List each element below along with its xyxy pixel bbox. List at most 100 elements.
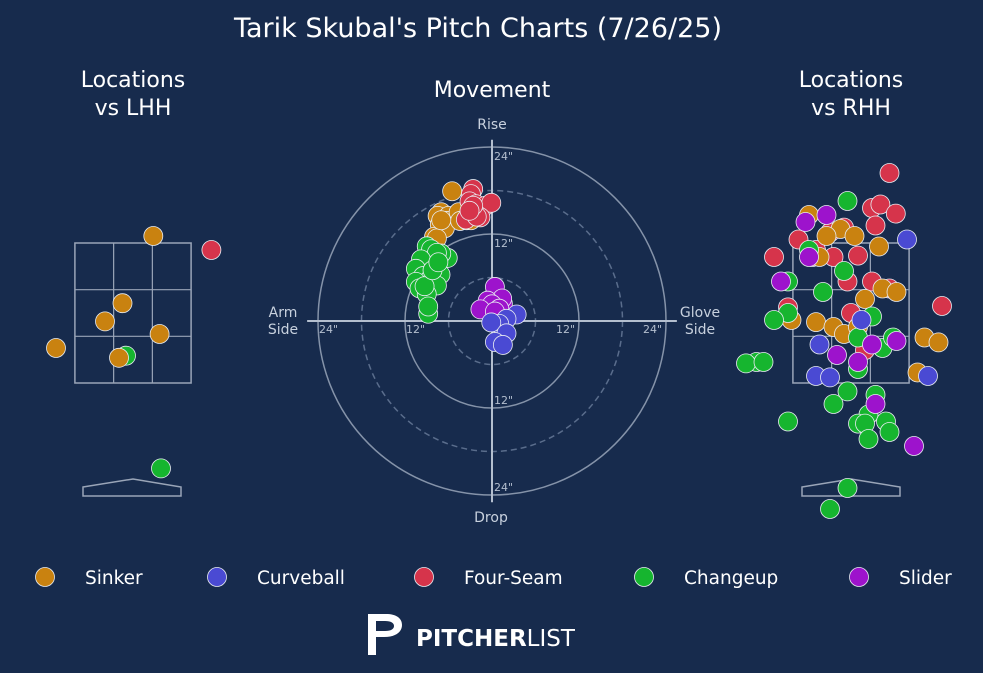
- movement-pitch-points: [405, 179, 527, 355]
- rhh-point-curveball: [918, 366, 938, 386]
- rhh-point-curveball: [820, 367, 840, 388]
- lhh-title-line1: Locations: [81, 68, 186, 93]
- legend-label-changeup: Changeup: [684, 568, 778, 589]
- legend-label-sinker: Sinker: [85, 568, 143, 589]
- rhh-point-slider: [886, 331, 907, 351]
- rhh-point-four-seam: [870, 194, 891, 215]
- lhh-point-sinker: [143, 226, 164, 246]
- rhh-point-slider: [862, 334, 882, 355]
- legend-marker-sinker: [35, 567, 55, 587]
- ring-label-left-12: 12": [406, 323, 425, 336]
- lhh-point-sinker: [112, 293, 133, 314]
- rhh-point-sinker: [928, 332, 949, 353]
- rhh-point-curveball: [809, 334, 830, 355]
- ring-label-down-12: 12": [494, 394, 513, 407]
- rhh-pitch-points: [736, 163, 952, 519]
- rhh-point-four-seam: [848, 245, 868, 266]
- lhh-point-four-seam: [201, 240, 222, 260]
- ring-label-down-24: 24": [494, 481, 513, 494]
- rhh-point-changeup: [813, 282, 833, 302]
- movement-point-curveball: [492, 335, 513, 355]
- lhh-home-plate: [82, 478, 182, 497]
- drop-label: Drop: [474, 510, 508, 526]
- locations-vs-lhh-panel: Locations vs LHH: [46, 68, 222, 497]
- movement-point-changeup: [414, 276, 435, 297]
- rhh-point-changeup: [837, 381, 858, 402]
- rhh-point-slider: [799, 247, 819, 267]
- rhh-point-slider: [827, 345, 847, 365]
- glove-side-label-line1: Glove: [680, 305, 720, 321]
- legend-marker-changeup: [634, 567, 654, 587]
- movement-point-four-seam: [459, 200, 480, 221]
- rhh-point-curveball: [897, 229, 917, 250]
- rise-label: Rise: [477, 117, 507, 133]
- ring-label-up-12: 12": [494, 237, 513, 250]
- movement-point-changeup: [428, 252, 449, 273]
- rhh-point-slider: [771, 271, 791, 292]
- rhh-title-line1: Locations: [799, 68, 904, 93]
- glove-side-label-line2: Side: [685, 322, 715, 338]
- rhh-point-sinker: [816, 226, 837, 246]
- rhh-point-sinker: [886, 282, 907, 302]
- pitcherlist-logo: PITCHERLIST: [368, 614, 576, 655]
- legend-label-slider: Slider: [899, 568, 952, 589]
- ring-label-left-24: 24": [319, 323, 338, 336]
- lhh-title-line2: vs LHH: [95, 96, 172, 121]
- rhh-point-changeup: [823, 394, 844, 414]
- rhh-point-four-seam: [865, 215, 886, 236]
- rhh-title-line2: vs RHH: [811, 96, 891, 121]
- lhh-zone-outline: [74, 242, 192, 384]
- legend-marker-four-seam: [414, 567, 434, 587]
- rhh-point-slider: [795, 212, 816, 232]
- rhh-point-changeup: [879, 422, 900, 442]
- ring-label-up-24: 24": [494, 150, 513, 163]
- pitcherlist-p-icon: [368, 614, 402, 655]
- lhh-point-sinker: [109, 347, 129, 368]
- movement-panel: Movement Rise Drop Arm Side Glove Side 2…: [268, 78, 720, 526]
- legend-label-four-seam: Four-Seam: [464, 568, 563, 589]
- lhh-point-changeup: [151, 458, 171, 479]
- lhh-point-sinker: [95, 311, 115, 332]
- rhh-point-slider: [816, 205, 837, 225]
- rhh-point-changeup: [753, 352, 774, 372]
- rhh-point-four-seam: [879, 163, 900, 183]
- arm-side-label-line2: Side: [268, 322, 298, 338]
- rhh-point-changeup: [837, 478, 858, 498]
- rhh-point-sinker: [844, 226, 865, 246]
- rhh-point-four-seam: [885, 203, 906, 224]
- lhh-point-sinker: [46, 338, 66, 358]
- brand-bold: PITCHER: [416, 626, 527, 652]
- chart-title: Tarik Skubal's Pitch Charts (7/26/25): [233, 13, 722, 44]
- rhh-point-changeup: [778, 411, 798, 432]
- movement-point-curveball: [481, 312, 502, 333]
- movement-point-sinker: [442, 181, 463, 202]
- rhh-point-four-seam: [764, 247, 784, 267]
- rhh-point-changeup: [820, 499, 840, 519]
- ring-label-right-12: 12": [556, 323, 575, 336]
- rhh-point-sinker: [806, 312, 826, 333]
- locations-vs-rhh-panel: Locations vs RHH: [736, 68, 952, 519]
- movement-point-changeup: [418, 296, 439, 317]
- rhh-point-changeup: [837, 191, 858, 211]
- rhh-point-four-seam: [932, 296, 952, 316]
- legend-marker-slider: [849, 567, 869, 587]
- rhh-point-slider: [904, 436, 924, 456]
- rhh-point-sinker: [869, 236, 889, 257]
- rhh-point-changeup: [834, 261, 854, 281]
- rhh-point-sinker: [855, 289, 875, 309]
- movement-title: Movement: [434, 78, 551, 103]
- rhh-point-curveball: [851, 310, 872, 330]
- lhh-pitch-points: [46, 226, 222, 479]
- movement-point-sinker: [431, 210, 452, 231]
- legend: Sinker Curveball Four-Seam Changeup Slider: [35, 567, 952, 589]
- legend-label-curveball: Curveball: [257, 568, 345, 589]
- arm-side-label-line1: Arm: [269, 305, 298, 321]
- rhh-point-changeup: [736, 353, 756, 374]
- brand-text: PITCHERLIST: [416, 626, 576, 652]
- rhh-point-changeup: [764, 310, 784, 330]
- rhh-point-changeup: [858, 429, 879, 449]
- brand-light: LIST: [527, 626, 576, 652]
- legend-marker-curveball: [207, 567, 227, 587]
- rhh-point-slider: [848, 352, 868, 372]
